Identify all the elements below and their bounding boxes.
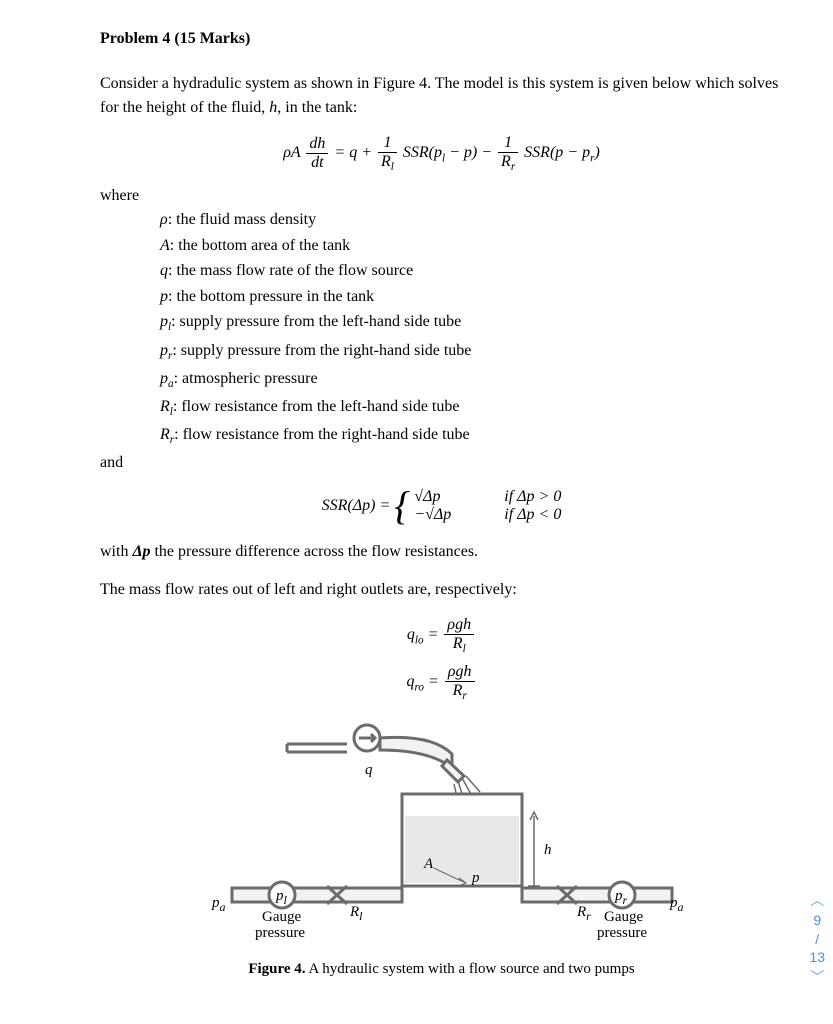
ssr-case2-cond: if Δp < 0 xyxy=(504,506,561,524)
def-sym: R xyxy=(160,398,170,415)
fig-A-label: A xyxy=(423,856,434,872)
eqn-ssr2: SSR(p − p xyxy=(524,144,590,161)
def-sym: p xyxy=(160,370,168,387)
eqn-ssr2-end: ) xyxy=(594,144,599,161)
def-sym: p xyxy=(160,313,168,330)
def-text: : the mass flow rate of the flow source xyxy=(168,262,413,279)
eqn-frac2-den-sub: l xyxy=(391,161,394,173)
fig-gauge-right: Gauge xyxy=(604,909,643,925)
def-text: : the bottom area of the tank xyxy=(170,237,350,254)
main-equation: ρA dhdt = q + 1Rl SSR(pl − p) − 1Rr SSR(… xyxy=(100,134,783,173)
page-slash: / xyxy=(809,930,825,948)
list-item: A: the bottom area of the tank xyxy=(160,233,783,259)
fig-pressure-right: pressure xyxy=(597,925,647,941)
intro-text-2: , in the tank: xyxy=(277,99,357,116)
qlo-lhs: q xyxy=(407,626,415,643)
qlo-den: R xyxy=(453,635,463,652)
fig-pressure-left: pressure xyxy=(255,925,305,941)
fig-Rr-label: Rr xyxy=(576,904,591,923)
qlo-lhs-sub: lo xyxy=(415,634,424,646)
page-scroll-indicator[interactable]: ︿ 9 / 13 ﹀ xyxy=(809,893,825,984)
def-sym: p xyxy=(160,342,168,359)
hydraulic-diagram-icon: q h A p xyxy=(172,716,712,946)
qlo-num: ρgh xyxy=(444,616,474,635)
eqn-lhs: ρA xyxy=(283,144,300,161)
eqn-frac3-num: 1 xyxy=(498,134,518,153)
page-current: 9 xyxy=(809,911,825,929)
eqn-frac2-den: R xyxy=(381,153,391,170)
list-item: pr: supply pressure from the right-hand … xyxy=(160,338,783,366)
def-sym: q xyxy=(160,262,168,279)
figure-4: q h A p xyxy=(100,716,783,951)
def-text: : flow resistance from the left-hand sid… xyxy=(173,398,460,415)
eqn-eq: = q + xyxy=(334,144,376,161)
def-sym: A xyxy=(160,237,170,254)
list-item: ρ: the fluid mass density xyxy=(160,207,783,233)
fig-gauge-left: Gauge xyxy=(262,909,301,925)
ssr-lhs: SSR(Δp) = xyxy=(322,497,391,515)
def-text: : supply pressure from the right-hand si… xyxy=(172,342,471,359)
chevron-down-icon[interactable]: ﹀ xyxy=(809,970,825,984)
list-item: pa: atmospheric pressure xyxy=(160,366,783,394)
def-text: : supply pressure from the left-hand sid… xyxy=(171,313,461,330)
fig-q-label: q xyxy=(365,762,373,778)
with-text-1: with xyxy=(100,543,132,560)
list-item: Rr: flow resistance from the right-hand … xyxy=(160,422,783,450)
def-sym: R xyxy=(160,426,170,443)
intro-text-1: Consider a hydradulic system as shown in… xyxy=(100,75,778,116)
eqn-ssr1: SSR(p xyxy=(403,144,442,161)
intro-paragraph: Consider a hydradulic system as shown in… xyxy=(100,72,783,120)
ssr-case1-cond: if Δp > 0 xyxy=(504,488,561,506)
qro-den: R xyxy=(453,682,463,699)
list-item: p: the bottom pressure in the tank xyxy=(160,284,783,310)
fig-p-label: p xyxy=(471,870,480,886)
qlo-eq: = xyxy=(424,626,443,643)
figure-caption: Figure 4. A hydraulic system with a flow… xyxy=(100,961,783,978)
def-text: : atmospheric pressure xyxy=(174,370,318,387)
def-text: : the bottom pressure in the tank xyxy=(168,288,374,305)
outflow-intro: The mass flow rates out of left and righ… xyxy=(100,578,783,602)
qro-den-sub: r xyxy=(462,690,466,702)
def-sym: ρ xyxy=(160,211,168,228)
page-total: 13 xyxy=(809,948,825,966)
definition-list: ρ: the fluid mass density A: the bottom … xyxy=(160,207,783,450)
qro-num: ρgh xyxy=(445,663,475,682)
problem-title: Problem 4 (15 Marks) xyxy=(100,30,783,48)
fig-Rl-label: Rl xyxy=(349,904,363,923)
def-sym: p xyxy=(160,288,168,305)
and-label: and xyxy=(100,454,783,472)
qlo-equation: qlo = ρghRl xyxy=(100,616,783,655)
fig-pa-left: pa xyxy=(211,895,226,914)
fig-pa-right: pa xyxy=(669,895,684,914)
list-item: Rl: flow resistance from the left-hand s… xyxy=(160,394,783,422)
eqn-ssr1-mid: − p) − xyxy=(445,144,496,161)
def-text: : flow resistance from the right-hand si… xyxy=(174,426,469,443)
qro-lhs-sub: ro xyxy=(414,682,424,694)
fig-h-label: h xyxy=(544,842,552,858)
qlo-den-sub: l xyxy=(463,643,466,655)
caption-bold: Figure 4. xyxy=(248,961,305,977)
caption-rest: A hydraulic system with a flow source an… xyxy=(306,961,635,977)
ssr-equation: SSR(Δp) = { √Δp if Δp > 0 −√Δp if Δp < 0 xyxy=(100,486,783,526)
with-text-2: the pressure difference across the flow … xyxy=(150,543,478,560)
eqn-frac1-num: dh xyxy=(306,135,328,154)
ssr-case1-val: √Δp xyxy=(414,488,474,506)
qro-equation: qro = ρghRr xyxy=(100,663,783,702)
def-text: : the fluid mass density xyxy=(168,211,316,228)
brace-icon: { xyxy=(394,486,410,526)
where-label: where xyxy=(100,187,783,205)
ssr-case2-val: −√Δp xyxy=(414,506,474,524)
eqn-frac3-den: R xyxy=(501,153,511,170)
list-item: q: the mass flow rate of the flow source xyxy=(160,258,783,284)
eqn-frac3-den-sub: r xyxy=(511,161,515,173)
with-dp: Δp xyxy=(132,543,150,560)
eqn-frac2-num: 1 xyxy=(378,134,397,153)
qro-eq: = xyxy=(424,673,443,690)
eqn-frac1-den: dt xyxy=(306,154,328,172)
with-paragraph: with Δp the pressure difference across t… xyxy=(100,540,783,564)
list-item: pl: supply pressure from the left-hand s… xyxy=(160,309,783,337)
chevron-up-icon[interactable]: ︿ xyxy=(809,893,825,907)
